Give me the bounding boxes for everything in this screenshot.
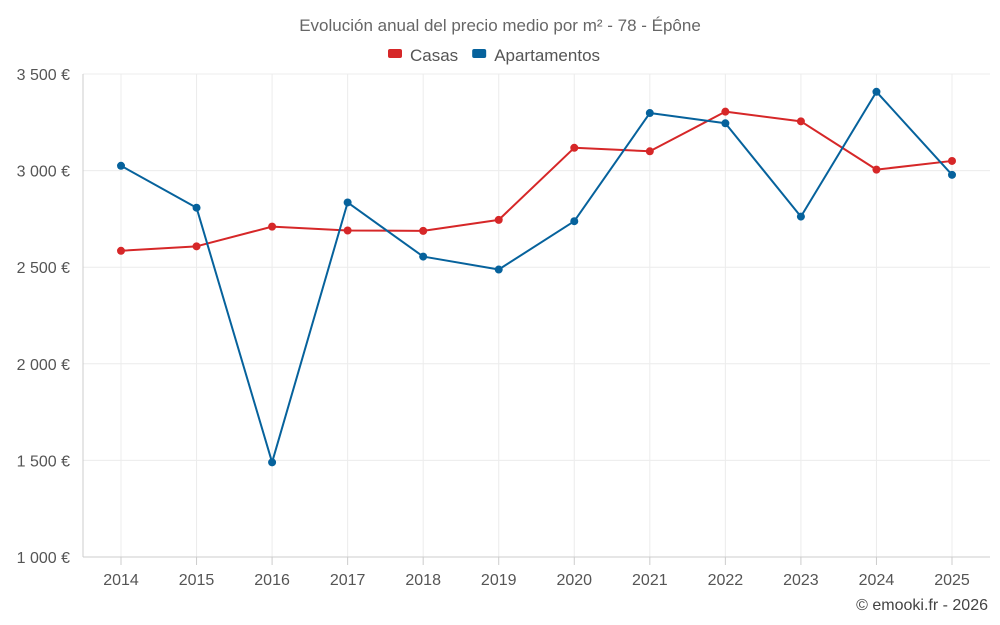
data-point-apartamentos[interactable] [268, 458, 277, 467]
data-point-casas[interactable] [645, 147, 654, 156]
data-point-apartamentos[interactable] [645, 109, 654, 118]
y-tick-label: 3 000 € [17, 164, 70, 181]
data-point-apartamentos[interactable] [192, 203, 201, 212]
data-point-casas[interactable] [117, 246, 125, 255]
data-point-casas[interactable] [268, 222, 277, 231]
data-point-apartamentos[interactable] [419, 252, 428, 261]
data-point-casas[interactable] [419, 226, 428, 235]
data-point-apartamentos[interactable] [117, 161, 125, 170]
y-tick-label: 1 000 € [17, 550, 70, 567]
legend: Casas Apartamentos [388, 46, 600, 65]
series-line-apartamentos [120, 90, 953, 464]
x-tick-label: 2023 [783, 572, 819, 589]
x-tick-label: 2022 [708, 572, 744, 589]
series-line-casas [120, 110, 953, 252]
legend-label-apartamentos[interactable]: Apartamentos [494, 46, 600, 65]
x-tick-label: 2024 [859, 572, 895, 589]
data-point-apartamentos[interactable] [721, 119, 730, 128]
data-point-casas[interactable] [343, 226, 352, 235]
x-tick-label: 2016 [254, 572, 290, 589]
y-axis: 1 000 € 1 500 € 2 000 € 2 500 € 3 000 € 3 500… [17, 67, 84, 567]
series-group [117, 87, 956, 467]
y-tick-label: 2 000 € [17, 357, 70, 374]
y-tick-label: 1 500 € [17, 453, 70, 470]
data-point-casas[interactable] [192, 242, 201, 251]
data-point-apartamentos[interactable] [570, 217, 579, 226]
chart-title: Evolución anual del precio medio por m² … [299, 16, 701, 35]
x-tick-label: 2017 [330, 572, 366, 589]
x-tick-label: 2019 [481, 572, 517, 589]
x-tick-label: 2025 [934, 572, 970, 589]
credit-text: © emooki.fr - 2026 [856, 597, 988, 614]
data-point-casas[interactable] [570, 143, 579, 152]
data-point-casas[interactable] [948, 156, 956, 165]
x-tick-label: 2015 [179, 572, 215, 589]
x-tick-label: 2021 [632, 572, 668, 589]
data-point-apartamentos[interactable] [872, 87, 881, 96]
x-axis: 2014 2015 2016 2017 2018 2019 2020 2021 2022 2023… [83, 556, 990, 589]
y-tick-label: 3 500 € [17, 67, 70, 84]
data-point-casas[interactable] [872, 165, 881, 174]
legend-label-casas[interactable]: Casas [410, 46, 458, 65]
x-tick-label: 2020 [556, 572, 592, 589]
y-tick-label: 2 500 € [17, 260, 70, 277]
data-point-apartamentos[interactable] [796, 212, 805, 221]
x-tick-label: 2014 [103, 572, 139, 589]
grid [83, 73, 990, 557]
data-point-apartamentos[interactable] [494, 265, 503, 274]
legend-swatch-apartamentos [472, 49, 487, 58]
data-point-apartamentos[interactable] [343, 198, 352, 207]
data-point-casas[interactable] [721, 107, 730, 116]
data-point-apartamentos[interactable] [948, 170, 956, 179]
data-point-casas[interactable] [796, 117, 805, 126]
data-point-casas[interactable] [494, 215, 503, 224]
x-tick-label: 2018 [405, 572, 441, 589]
legend-swatch-casas [388, 49, 402, 58]
